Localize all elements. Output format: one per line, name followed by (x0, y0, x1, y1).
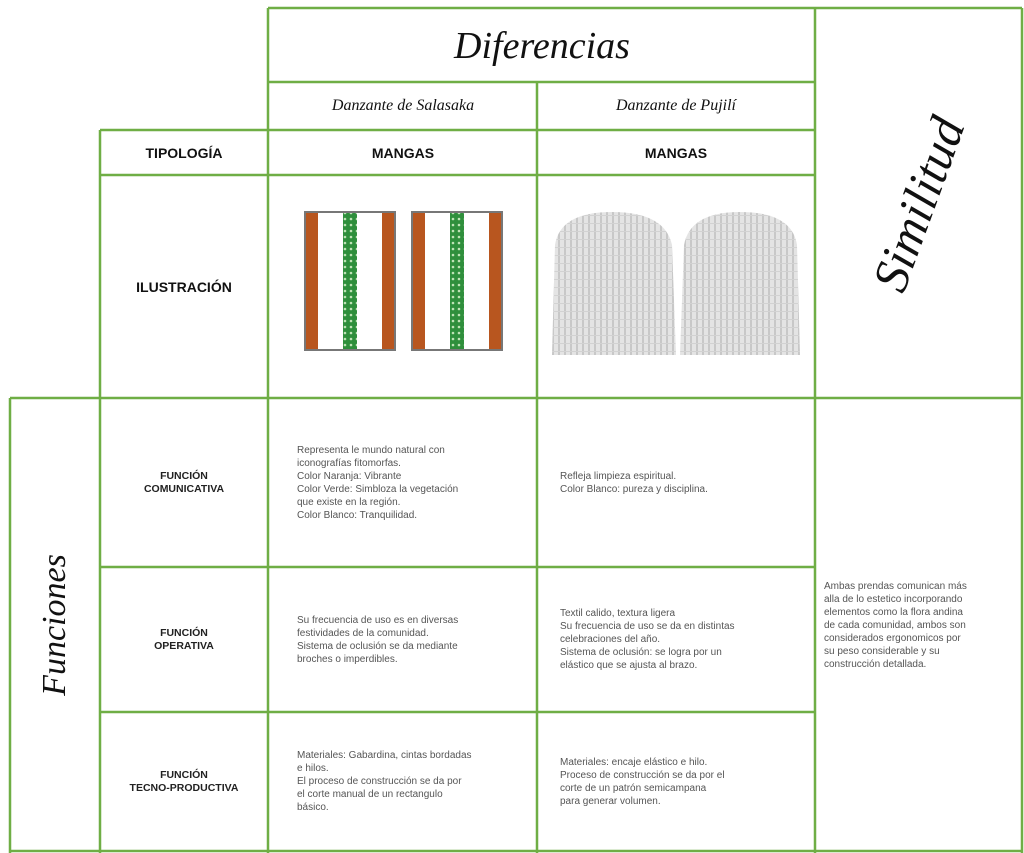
text-block: FUNCIÓN TECNO-PRODUCTIVA (130, 769, 239, 795)
text-line: Ambas prendas comunican más (824, 580, 967, 592)
text-block: Materiales: encaje elástico e hilo. Proce… (560, 756, 725, 808)
text-line: Representa le mundo natural con (297, 444, 445, 456)
text-line: iconografías fitomorfas. (297, 457, 401, 469)
row-label: TIPOLOGÍA (145, 145, 223, 161)
text-block: FUNCIÓN OPERATIVA (154, 627, 214, 653)
text-line: Refleja limpieza espiritual. (560, 470, 677, 482)
groups-title: Funciones (36, 554, 74, 696)
text-line: FUNCIÓN (160, 469, 208, 482)
text-line: e hilos. (297, 763, 329, 774)
text-line: Materiales: encaje elástico e hilo. (560, 756, 708, 768)
function-cell: Representa le mundo natural con iconograf… (270, 399, 536, 566)
text-line: FUNCIÓN (160, 768, 208, 781)
text-line: El proceso de construcción se da por (297, 776, 462, 787)
typology-value: MANGAS (644, 145, 708, 161)
text-line: Color Verde: Simbloza la vegetación (297, 483, 459, 495)
text-line: alla de lo estetico incorporando (824, 593, 963, 605)
row-label: ILUSTRACIÓN (136, 278, 232, 295)
text-line: Su frecuencia de uso se da en distintas (560, 621, 735, 632)
text-block: Representa le mundo natural con iconograf… (297, 444, 458, 522)
text-line: broches o imperdibles. (297, 653, 398, 665)
function-label: FUNCIÓN TECNO-PRODUCTIVA (101, 713, 267, 850)
differences-title: Diferencias (454, 24, 630, 67)
function-cell: Materiales: encaje elástico e hilo. Proce… (538, 713, 814, 850)
text-line: FUNCIÓN (160, 626, 208, 639)
column-header: Danzante de Pujilí (616, 97, 736, 114)
typology-value: MANGAS (371, 145, 435, 161)
text-line: Color Blanco: pureza y disciplina. (560, 483, 708, 495)
similarity-title: Similitud (861, 109, 976, 298)
text-line: OPERATIVA (154, 639, 214, 652)
salasaka-illustration (304, 211, 503, 351)
text-block: Textil calido, textura ligera Su frecuenc… (560, 607, 735, 672)
function-cell: Materiales: Gabardina, cintas bordadas e … (270, 713, 536, 850)
text-line: Sistema de oclusión se da mediante (297, 640, 458, 652)
text-line: elementos como la flora andina (824, 606, 963, 618)
function-cell: Refleja limpieza espiritual. Color Blanco… (538, 399, 814, 566)
text-line: corte de un patrón semicampana (560, 782, 707, 794)
text-block: Materiales: Gabardina, cintas bordadas e … (297, 749, 472, 814)
function-cell: Su frecuencia de uso es en diversas festi… (270, 568, 536, 711)
text-line: elástico que se ajusta al brazo. (560, 660, 698, 671)
text-line: festividades de la comunidad. (297, 627, 429, 639)
text-block: Refleja limpieza espiritual. Color Blanco… (560, 470, 708, 496)
function-cell: Textil calido, textura ligera Su frecuenc… (538, 568, 814, 711)
text-line: Sistema de oclusión: se logra por un (560, 647, 722, 658)
text-line: considerados ergonomicos por (824, 632, 961, 644)
similarity-cell: Ambas prendas comunican más alla de lo es… (816, 399, 1021, 851)
text-line: de cada comunidad, ambos son (824, 619, 966, 631)
function-label: FUNCIÓN OPERATIVA (101, 568, 267, 711)
function-label: FUNCIÓN COMUNICATIVA (101, 399, 267, 566)
text-line: para generar volumen. (560, 795, 661, 807)
text-line: construcción detallada. (824, 658, 927, 670)
column-header: Danzante de Salasaka (331, 97, 475, 114)
text-line: Materiales: Gabardina, cintas bordadas (297, 750, 472, 761)
text-line: Color Blanco: Tranquilidad. (297, 509, 418, 521)
text-line: el corte manual de un rectangulo (297, 789, 443, 800)
text-line: TECNO-PRODUCTIVA (129, 781, 239, 794)
text-line: COMUNICATIVA (143, 482, 225, 495)
text-block: Ambas prendas comunican más alla de lo es… (824, 580, 967, 671)
text-line: básico. (297, 802, 329, 813)
text-line: Su frecuencia de uso es en diversas (297, 614, 459, 626)
text-block: Su frecuencia de uso es en diversas festi… (297, 614, 458, 666)
text-line: Color Naranja: Vibrante (297, 470, 402, 482)
text-line: su peso considerable y su (824, 645, 940, 657)
text-line: Proceso de construcción se da por el (560, 769, 725, 781)
text-line: celebraciones del año. (560, 634, 661, 645)
text-line: que existe en la región. (297, 496, 401, 508)
text-block: FUNCIÓN COMUNICATIVA (144, 470, 224, 496)
text-line: Textil calido, textura ligera (560, 608, 676, 619)
pujili-illustration (552, 212, 800, 355)
